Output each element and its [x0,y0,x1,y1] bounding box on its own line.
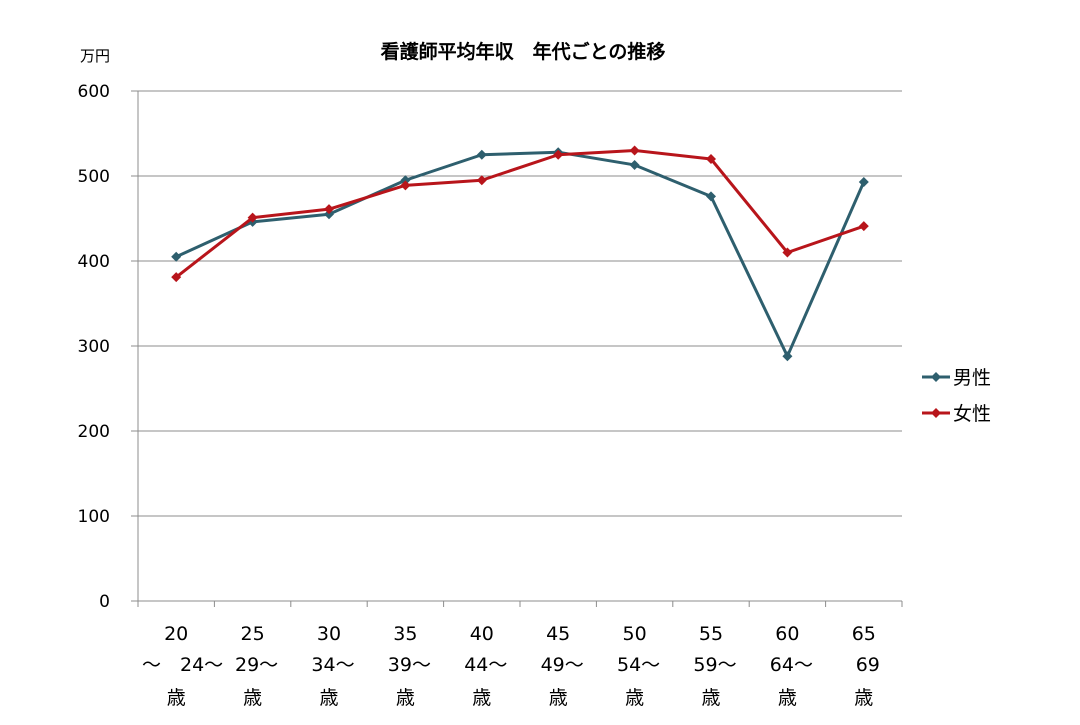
legend-marker [931,372,941,382]
x-category-label-line2: 34～ [311,654,354,676]
y-unit-label: 万円 [80,47,110,65]
x-category-label-line3: 歳 [625,687,644,709]
data-point [858,176,869,187]
data-point [400,175,411,186]
data-point [706,191,716,202]
x-category-labels: 20 ～ 24～ 歳 25 29～ 歳 30 34～ 歳 35 39～ 歳 40 44～ 歳 45 49～ 歳 50… [142,623,880,709]
data-point [706,154,716,164]
data-point [171,272,182,283]
data-point [782,351,793,362]
x-category-label-line2: 59～ [693,654,736,676]
x-category-label-line2: 49～ [541,654,584,676]
y-tick-label: 0 [99,592,110,612]
y-tick-label: 300 [78,337,110,357]
series-line [175,150,866,358]
series-group [171,145,869,362]
x-category-label-line3: 歳 [701,687,720,709]
x-category-label-line1: 20 [164,623,188,645]
x-category-label-line1: 65 [852,623,876,645]
data-point [553,149,564,160]
x-category-label-line1: 50 [623,623,647,645]
x-category-label-line2: 29～ [235,654,278,676]
series-line [175,149,865,279]
x-category-label-line1: 40 [470,623,494,645]
x-category-label-line3: 歳 [778,687,797,709]
legend-label: 男性 [953,367,991,389]
data-point [247,212,258,223]
x-category-label-line3: 歳 [319,687,338,709]
legend-marker [931,408,941,418]
data-point [324,204,334,215]
x-category-label-line2: 69 [856,654,880,676]
x-category-label-line3: 歳 [549,687,568,709]
y-tick-label: 200 [78,422,110,442]
x-category-label-line3: 歳 [167,687,186,709]
x-category-label-line3: 歳 [243,687,262,709]
data-point [476,175,487,186]
x-category-label-line3: 歳 [472,687,491,709]
data-point [400,180,411,191]
gridlines [138,90,902,517]
x-category-label-line2: ～ 24～ [142,654,223,676]
y-tick-label: 400 [78,252,110,272]
data-point [629,159,640,170]
x-category-label-line2: 54～ [617,654,660,676]
x-category-label-line1: 30 [317,623,341,645]
axes [131,90,903,607]
data-point [782,247,793,258]
data-point [171,251,182,262]
y-tick-label: 100 [78,507,110,527]
data-point [858,221,869,232]
x-category-label-line1: 55 [699,623,723,645]
legend-label: 女性 [953,403,991,425]
chart-title: 看護師平均年収 年代ごとの推移 [380,40,666,63]
x-category-label-line1: 45 [546,623,570,645]
x-category-label-line3: 歳 [854,687,873,709]
x-category-label-line2: 44～ [464,654,507,676]
data-point [629,145,640,156]
y-tick-label: 600 [78,82,110,102]
x-category-label-line3: 歳 [396,687,415,709]
x-category-label-line1: 35 [393,623,417,645]
x-category-label-line1: 60 [775,623,799,645]
data-point [324,209,334,220]
x-category-label-line2: 39～ [388,654,431,676]
data-point [476,149,487,160]
x-category-label-line1: 25 [241,623,265,645]
y-tick-labels: 0 100 200 300 400 500 600 [78,82,110,612]
y-tick-label: 500 [78,167,110,187]
x-category-label-line2: 64～ [770,654,813,676]
